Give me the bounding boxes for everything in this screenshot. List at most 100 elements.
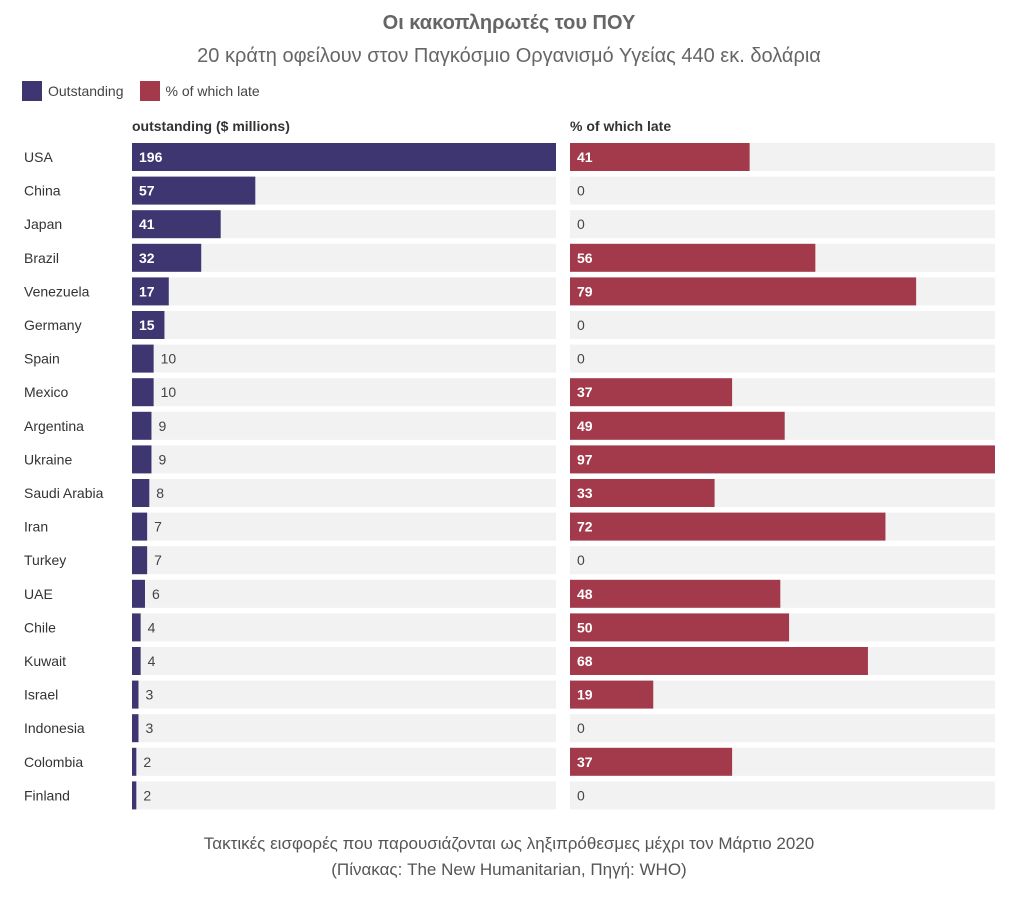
category-label-iran: Iran: [24, 519, 48, 535]
bar-late-usa: [570, 143, 750, 171]
bar-outstanding-turkey: [132, 546, 148, 575]
category-label-saudi-arabia: Saudi Arabia: [24, 485, 104, 501]
value-label-late-argentina: 49: [577, 418, 593, 434]
category-label-usa: USA: [24, 149, 53, 165]
bar-track-outstanding-kuwait: [132, 647, 556, 675]
bar-late-colombia: [570, 747, 733, 776]
bar-track-outstanding-iran: [132, 512, 556, 541]
value-label-outstanding-argentina: 9: [158, 418, 166, 434]
column-header-late: % of which late: [570, 118, 672, 134]
bar-track-outstanding-finland: [132, 781, 556, 810]
category-label-finland: Finland: [24, 787, 70, 803]
category-label-ukraine: Ukraine: [24, 451, 72, 467]
bar-track-outstanding-ukraine: [132, 445, 556, 474]
value-label-outstanding-indonesia: 3: [145, 720, 153, 736]
value-label-late-venezuela: 79: [577, 283, 593, 299]
bar-track-late-japan: [570, 210, 995, 239]
bar-track-outstanding-turkey: [132, 546, 556, 575]
bar-late-mexico: [570, 378, 733, 407]
category-label-japan: Japan: [24, 216, 62, 232]
bar-track-late-china: [570, 176, 995, 205]
value-label-outstanding-venezuela: 17: [139, 283, 155, 299]
value-label-late-chile: 50: [577, 619, 593, 635]
bar-track-outstanding-uae: [132, 579, 556, 608]
value-label-late-china: 0: [577, 183, 585, 199]
value-label-outstanding-saudi-arabia: 8: [156, 485, 164, 501]
category-label-chile: Chile: [24, 619, 56, 635]
bar-track-late-germany: [570, 311, 995, 339]
bar-outstanding-uae: [132, 579, 145, 608]
bar-late-ukraine: [570, 445, 995, 474]
bar-track-late-finland: [570, 781, 995, 810]
bar-outstanding-japan: [132, 210, 221, 239]
bar-track-outstanding-venezuela: [132, 277, 556, 306]
category-label-indonesia: Indonesia: [24, 720, 85, 736]
value-label-outstanding-brazil: 32: [139, 250, 155, 266]
value-label-outstanding-spain: 10: [161, 351, 177, 367]
bar-track-outstanding-argentina: [132, 411, 556, 440]
bar-outstanding-kuwait: [132, 647, 141, 675]
value-label-late-brazil: 56: [577, 250, 593, 266]
value-label-late-iran: 72: [577, 519, 593, 535]
value-label-outstanding-japan: 41: [139, 216, 155, 232]
bar-late-iran: [570, 512, 886, 541]
value-label-outstanding-kuwait: 4: [148, 653, 156, 669]
legend-swatch-outstanding: [22, 81, 42, 101]
bar-outstanding-venezuela: [132, 277, 169, 306]
category-label-mexico: Mexico: [24, 384, 69, 400]
legend-swatch-late: [139, 81, 160, 101]
bar-track-outstanding-chile: [132, 613, 556, 642]
bar-outstanding-usa: [132, 143, 556, 171]
legend-label-late: % of which late: [165, 83, 260, 99]
bar-late-kuwait: [570, 647, 868, 675]
value-label-late-colombia: 37: [577, 754, 593, 770]
column-header-outstanding: outstanding ($ millions): [132, 118, 290, 134]
value-label-late-saudi-arabia: 33: [577, 485, 593, 501]
bar-outstanding-brazil: [132, 243, 202, 272]
bar-track-outstanding-saudi-arabia: [132, 479, 556, 507]
bar-outstanding-iran: [132, 512, 148, 541]
value-label-outstanding-israel: 3: [145, 687, 153, 703]
bar-late-chile: [570, 613, 790, 642]
bar-outstanding-ukraine: [132, 445, 152, 474]
legend-item-outstanding: Outstanding: [22, 81, 124, 101]
bar-late-brazil: [570, 243, 816, 272]
bar-track-outstanding-mexico: [132, 378, 556, 407]
value-label-late-japan: 0: [577, 216, 585, 232]
category-label-germany: Germany: [24, 317, 82, 333]
bar-track-late-spain: [570, 344, 995, 373]
bar-track-late-indonesia: [570, 714, 995, 743]
value-label-late-spain: 0: [577, 351, 585, 367]
bar-track-late-turkey: [570, 546, 995, 575]
legend-label-outstanding: Outstanding: [48, 83, 124, 99]
value-label-late-ukraine: 97: [577, 451, 593, 467]
bar-late-israel: [570, 680, 654, 709]
legend: Outstanding % of which late: [22, 80, 276, 102]
category-label-turkey: Turkey: [24, 552, 66, 568]
value-label-late-uae: 48: [577, 586, 593, 602]
bar-track-outstanding-colombia: [132, 747, 556, 776]
bar-outstanding-finland: [132, 781, 137, 810]
category-label-brazil: Brazil: [24, 250, 59, 266]
bar-outstanding-china: [132, 176, 256, 205]
value-label-outstanding-germany: 15: [139, 317, 155, 333]
bar-outstanding-colombia: [132, 747, 137, 776]
category-label-argentina: Argentina: [24, 418, 84, 434]
value-label-outstanding-mexico: 10: [161, 384, 177, 400]
value-label-late-mexico: 37: [577, 384, 593, 400]
value-label-outstanding-usa: 196: [139, 149, 163, 165]
value-label-late-usa: 41: [577, 149, 593, 165]
chart-subtitle: 20 κράτη οφείλουν στον Παγκόσμιο Οργανισ…: [197, 45, 821, 67]
category-label-spain: Spain: [24, 351, 60, 367]
chart-title: Οι κακοπληρωτές του ΠΟΥ: [382, 12, 636, 34]
value-label-late-germany: 0: [577, 317, 585, 333]
value-label-late-finland: 0: [577, 787, 585, 803]
bar-track-outstanding-spain: [132, 344, 556, 373]
bar-outstanding-argentina: [132, 411, 152, 440]
bar-outstanding-mexico: [132, 378, 154, 407]
value-label-late-israel: 19: [577, 687, 593, 703]
bar-outstanding-israel: [132, 680, 139, 709]
category-label-kuwait: Kuwait: [24, 653, 66, 669]
footer-note: Τακτικές εισφορές που παρουσιάζονται ως …: [203, 834, 815, 853]
